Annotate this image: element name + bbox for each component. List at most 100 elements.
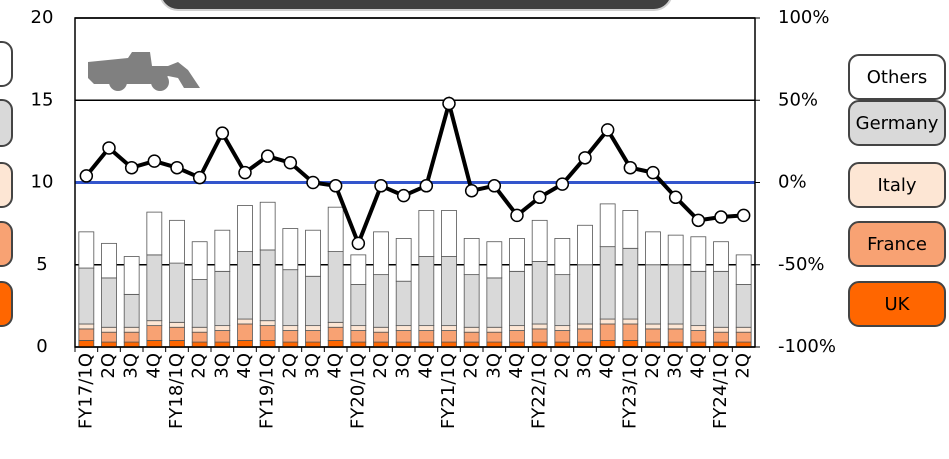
bar-segment [191, 331, 208, 343]
bar-segment [327, 206, 344, 252]
growth-dot [396, 188, 411, 203]
bar-segment [554, 330, 571, 343]
x-tick-label: FY21/1Q [438, 353, 459, 429]
y2-tick-label: 100% [778, 7, 829, 28]
bar-segment [101, 326, 117, 333]
bar-segment [441, 330, 457, 343]
bar-segment [282, 269, 299, 327]
bar-segment [486, 241, 503, 279]
bar-segment [350, 330, 367, 343]
bar-segment [101, 331, 117, 343]
bar-segment [418, 210, 435, 257]
x-tick-label: 2Q [461, 353, 482, 379]
x-tick-label: FY20/1Q [347, 353, 368, 429]
growth-dot [351, 236, 366, 251]
growth-dot [260, 149, 275, 163]
bar-segment [509, 325, 525, 331]
legend-box [848, 100, 946, 146]
bar-segment [622, 318, 639, 325]
bar-segment [667, 234, 684, 266]
bar-segment [169, 219, 185, 264]
x-tick-label: 3Q [121, 353, 142, 379]
bar-segment [577, 328, 593, 343]
bar-segment [531, 219, 548, 262]
growth-dot [736, 208, 751, 223]
growth-dot [238, 165, 252, 180]
bar-segment [169, 321, 185, 328]
bar-segment [645, 231, 661, 266]
bar-segment [509, 330, 525, 343]
bar-segment [237, 251, 253, 320]
x-tick-label: 3Q [483, 353, 504, 379]
growth-dot [170, 160, 184, 175]
x-tick-label: 2Q [370, 353, 391, 379]
bar-segment [259, 249, 276, 322]
bar-segment [690, 325, 707, 331]
legend-label: Germany [856, 113, 939, 134]
bar-segment [327, 321, 344, 328]
x-tick-label: 3Q [211, 353, 232, 379]
bar-segment [531, 328, 548, 343]
bar-segment [645, 323, 661, 330]
bar-segment [713, 326, 729, 333]
x-tick-label: 2Q [642, 353, 663, 379]
bar-segment [486, 277, 503, 328]
bar-segment [78, 328, 95, 341]
bar-segment [418, 330, 435, 343]
growth-dot [79, 169, 94, 183]
growth-dot [306, 175, 320, 190]
bar-segment [282, 228, 299, 271]
bar-segment [713, 331, 729, 343]
growth-dot [487, 179, 502, 193]
bar-segment [78, 231, 95, 269]
bar-segment [101, 242, 117, 279]
bar-segment [599, 323, 616, 341]
bar-segment [214, 325, 231, 331]
bar-segment [259, 325, 276, 341]
growth-dot [714, 210, 728, 224]
x-tick-label: FY18/1Q [166, 353, 187, 429]
y2-tick-label: 50% [778, 89, 818, 110]
growth-dot [442, 96, 456, 111]
bar-segment [645, 328, 661, 343]
bar-segment [327, 340, 344, 348]
y-tick-label: 0 [36, 336, 47, 357]
bar-segment [78, 267, 95, 325]
bar-segment [735, 326, 752, 333]
y-tick-label: 10 [31, 172, 54, 193]
bar-segment [441, 256, 457, 327]
bar-segment [373, 231, 389, 276]
x-tick-label: 2Q [733, 353, 754, 379]
bar-segment [146, 254, 163, 322]
bar-segment [441, 210, 457, 257]
y2-tick-label: -100% [778, 336, 836, 357]
bar-segment [735, 254, 752, 285]
bar-segment [667, 328, 684, 343]
bar-segment [146, 320, 163, 327]
bar-segment [101, 277, 117, 328]
growth-line [84, 95, 744, 249]
growth-dot [102, 141, 116, 155]
bar-segment [350, 284, 367, 327]
title-box [160, 0, 672, 11]
bar-segment [554, 325, 571, 331]
bar-segment [146, 325, 163, 341]
y2-tick-label: 0% [778, 172, 807, 193]
bar-segment [599, 318, 616, 325]
bar-segment [305, 325, 321, 331]
y-tick-label: 20 [31, 7, 54, 28]
bar-segment [146, 340, 163, 348]
bar-segment [486, 331, 503, 343]
growth-dot [623, 160, 638, 175]
bar-segment [214, 270, 231, 327]
growth-dot [600, 123, 615, 137]
growth-dot [215, 126, 230, 140]
bar-segment [735, 331, 752, 343]
bar-segment [305, 330, 321, 343]
growth-dot [691, 213, 706, 228]
x-tick-label: 4Q [415, 353, 436, 379]
bar-segment [463, 238, 480, 276]
legend-box [848, 162, 946, 208]
bar-segment [191, 326, 208, 333]
bar-segment [237, 205, 253, 252]
